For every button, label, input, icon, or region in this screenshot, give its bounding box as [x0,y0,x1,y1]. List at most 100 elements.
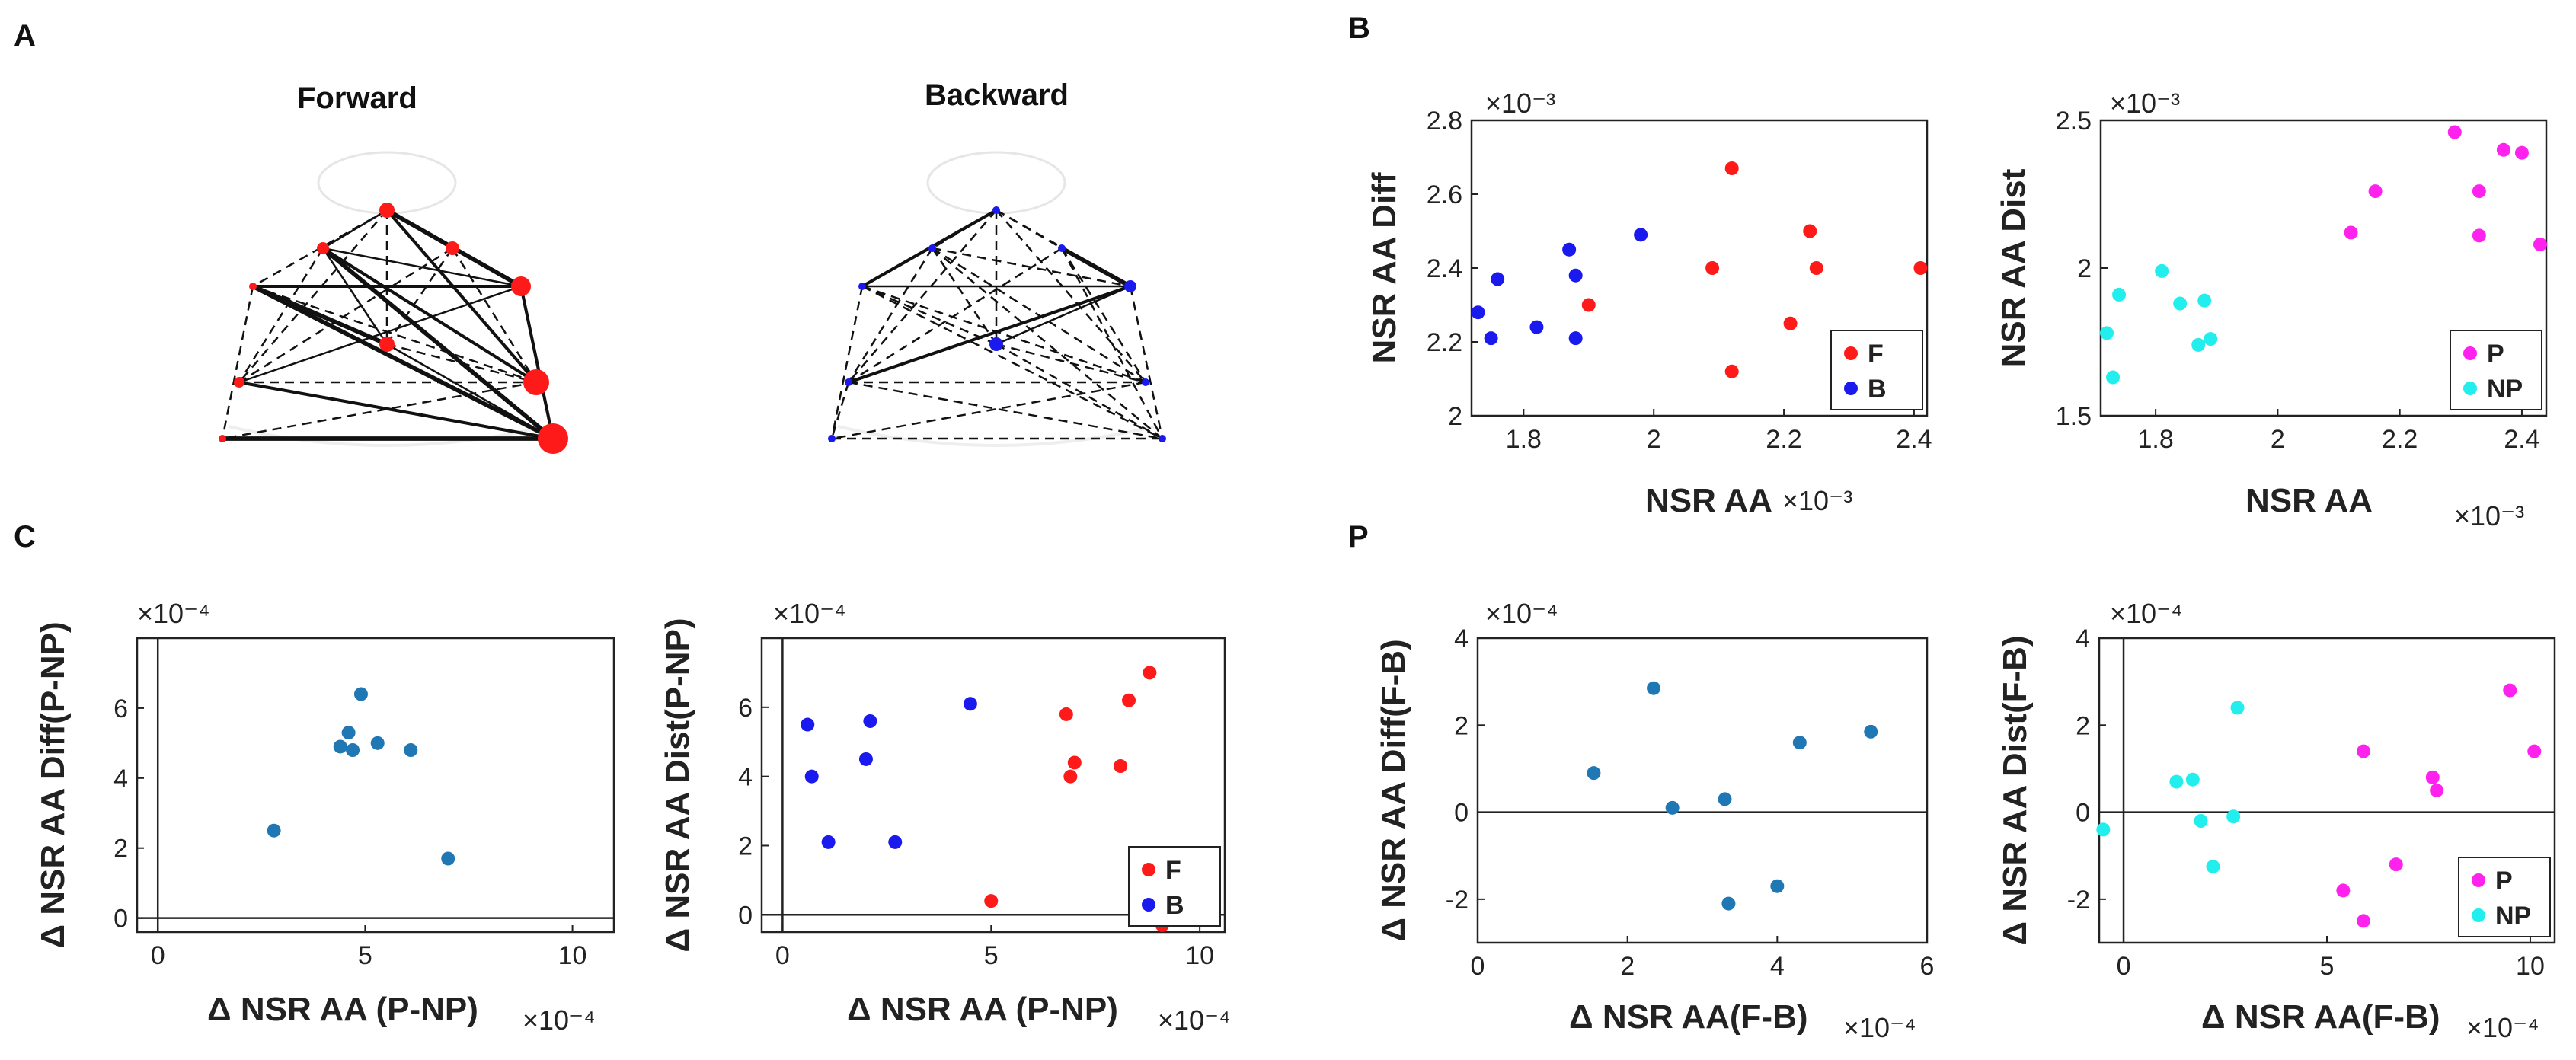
backward-network-title: Backward [925,78,1069,112]
chart-delta-diff-p-np: 0 5 10 0 2 4 6 Δ NSR AA (P-NP) Δ NSR AA Diff(P-N… [34,598,615,1036]
y-tick-label: 2 [2076,711,2090,740]
x-tick-label: 2.4 [2504,425,2539,454]
legend-label: F [1868,340,1884,369]
legend-label: P [2487,340,2504,369]
data-point [2496,142,2510,157]
plot-area [136,637,615,934]
data-point [1581,298,1596,312]
network-edge-dashed [861,285,997,346]
data-point [1724,364,1739,378]
data-point [2169,774,2184,789]
y-tick-label: 2 [738,832,753,860]
data-point [804,769,819,784]
y-tick-label: 2 [113,835,128,864]
legend: FB [1128,846,1221,927]
legend-box [2450,330,2542,410]
y-axis-label: Δ NSR AA Dist(P-NP) [659,618,696,952]
network-edge-solid [251,284,555,441]
y-tick-label: 1.5 [2056,402,2092,431]
network-edge-solid [321,246,555,441]
data-point [2230,701,2245,715]
legend-marker [2472,908,2485,922]
data-point [1143,666,1157,680]
network-edge-dashed [1060,247,1164,439]
data-point [2194,814,2208,828]
legend-label: B [1868,375,1887,404]
data-point [2344,225,2358,240]
data-point [1809,261,1823,275]
x-tick-label: 10 [558,941,587,970]
network-edge-dashed [996,209,1146,383]
network-edge-dashed [221,286,254,439]
data-point [2096,822,2111,837]
legend-marker [1142,863,1155,876]
network-edge-dashed [451,247,538,383]
panel-label-a: A [14,19,36,53]
x-tick-label: 5 [984,941,999,970]
data-point [2527,744,2542,758]
data-point [1568,331,1583,346]
network-node [992,206,1000,214]
x-tick-label: 2 [1620,952,1635,981]
panel-label-p: P [1348,520,1369,554]
data-point [2472,228,2486,243]
data-point [353,687,368,701]
x-axis-label: Δ NSR AA (P-NP) [847,991,1118,1028]
data-point [984,894,999,908]
network-edge-solid [238,380,554,441]
legend-marker [2472,873,2485,887]
x-exponent: ×10⁻⁴ [2466,1012,2539,1043]
chart-delta-dist-f-b: 0 5 10 -2 0 2 4 Δ NSR AA(F-B) Δ NSR AA Dist(F-B)… [1996,598,2556,1043]
network-edge-dashed [848,381,1163,440]
network-edge-solid [1060,246,1132,289]
data-point [2430,784,2444,797]
data-point [441,851,455,866]
network-edge-solid [386,343,554,440]
network-edge-dashed [861,285,1146,384]
data-point [1705,261,1720,275]
data-point [2503,683,2517,698]
y-exponent: ×10⁻³ [1485,88,1555,119]
legend-label: B [1165,891,1184,920]
legend-label: NP [2495,902,2531,931]
y-tick-label: 4 [738,763,753,792]
legend-label: P [2495,867,2513,896]
data-point [2206,860,2220,873]
y-tick-label: 0 [738,901,753,930]
chart-nsr-aa-diff: 1.8 2 2.2 2.4 2 2.2 2.4 2.6 2.8 NSR AA NSR AA Diff… [1366,88,1932,519]
network-edge-dashed [848,209,997,383]
y-tick-label: -2 [2067,886,2090,915]
network-edge-dashed [932,247,1146,384]
brain-outline-bottom [228,425,546,447]
network-edge-dashed [932,247,1163,439]
legend-label: NP [2487,375,2523,404]
network-edge-solid [385,209,538,384]
x-tick-label: 2 [2271,425,2285,454]
data-point [1484,331,1498,346]
data-point [1803,224,1817,238]
legend-marker [2463,382,2477,395]
network-edge-dashed [830,286,864,439]
chart-nsr-aa-dist: 1.8 2 2.2 2.4 1.5 2 2.5 NSR AA NSR AA Dist ×10⁻³ ×… [1995,88,2548,532]
network-node [317,242,329,254]
data-point [1562,242,1577,257]
y-axis-label: NSR AA Diff [1366,172,1403,363]
data-point [404,743,418,758]
data-point [2204,332,2218,346]
network-edge-dashed [222,381,537,440]
panel-label-b: B [1348,11,1370,45]
y-axis-label: Δ NSR AA Diff(P-NP) [34,621,72,948]
y-tick-label: 2.8 [1427,107,1462,136]
network-node [858,283,866,290]
x-tick-label: 2.2 [1766,425,1801,454]
y-tick-label: 2.6 [1427,180,1462,209]
data-point [2514,145,2529,160]
data-point [341,726,356,740]
network-node [219,435,226,442]
x-tick-label: 0 [1471,952,1485,981]
y-exponent: ×10⁻⁴ [1485,598,1558,629]
network-node [379,337,395,352]
x-tick-label: 5 [358,941,372,970]
network-node [828,435,836,442]
data-point [346,743,360,758]
